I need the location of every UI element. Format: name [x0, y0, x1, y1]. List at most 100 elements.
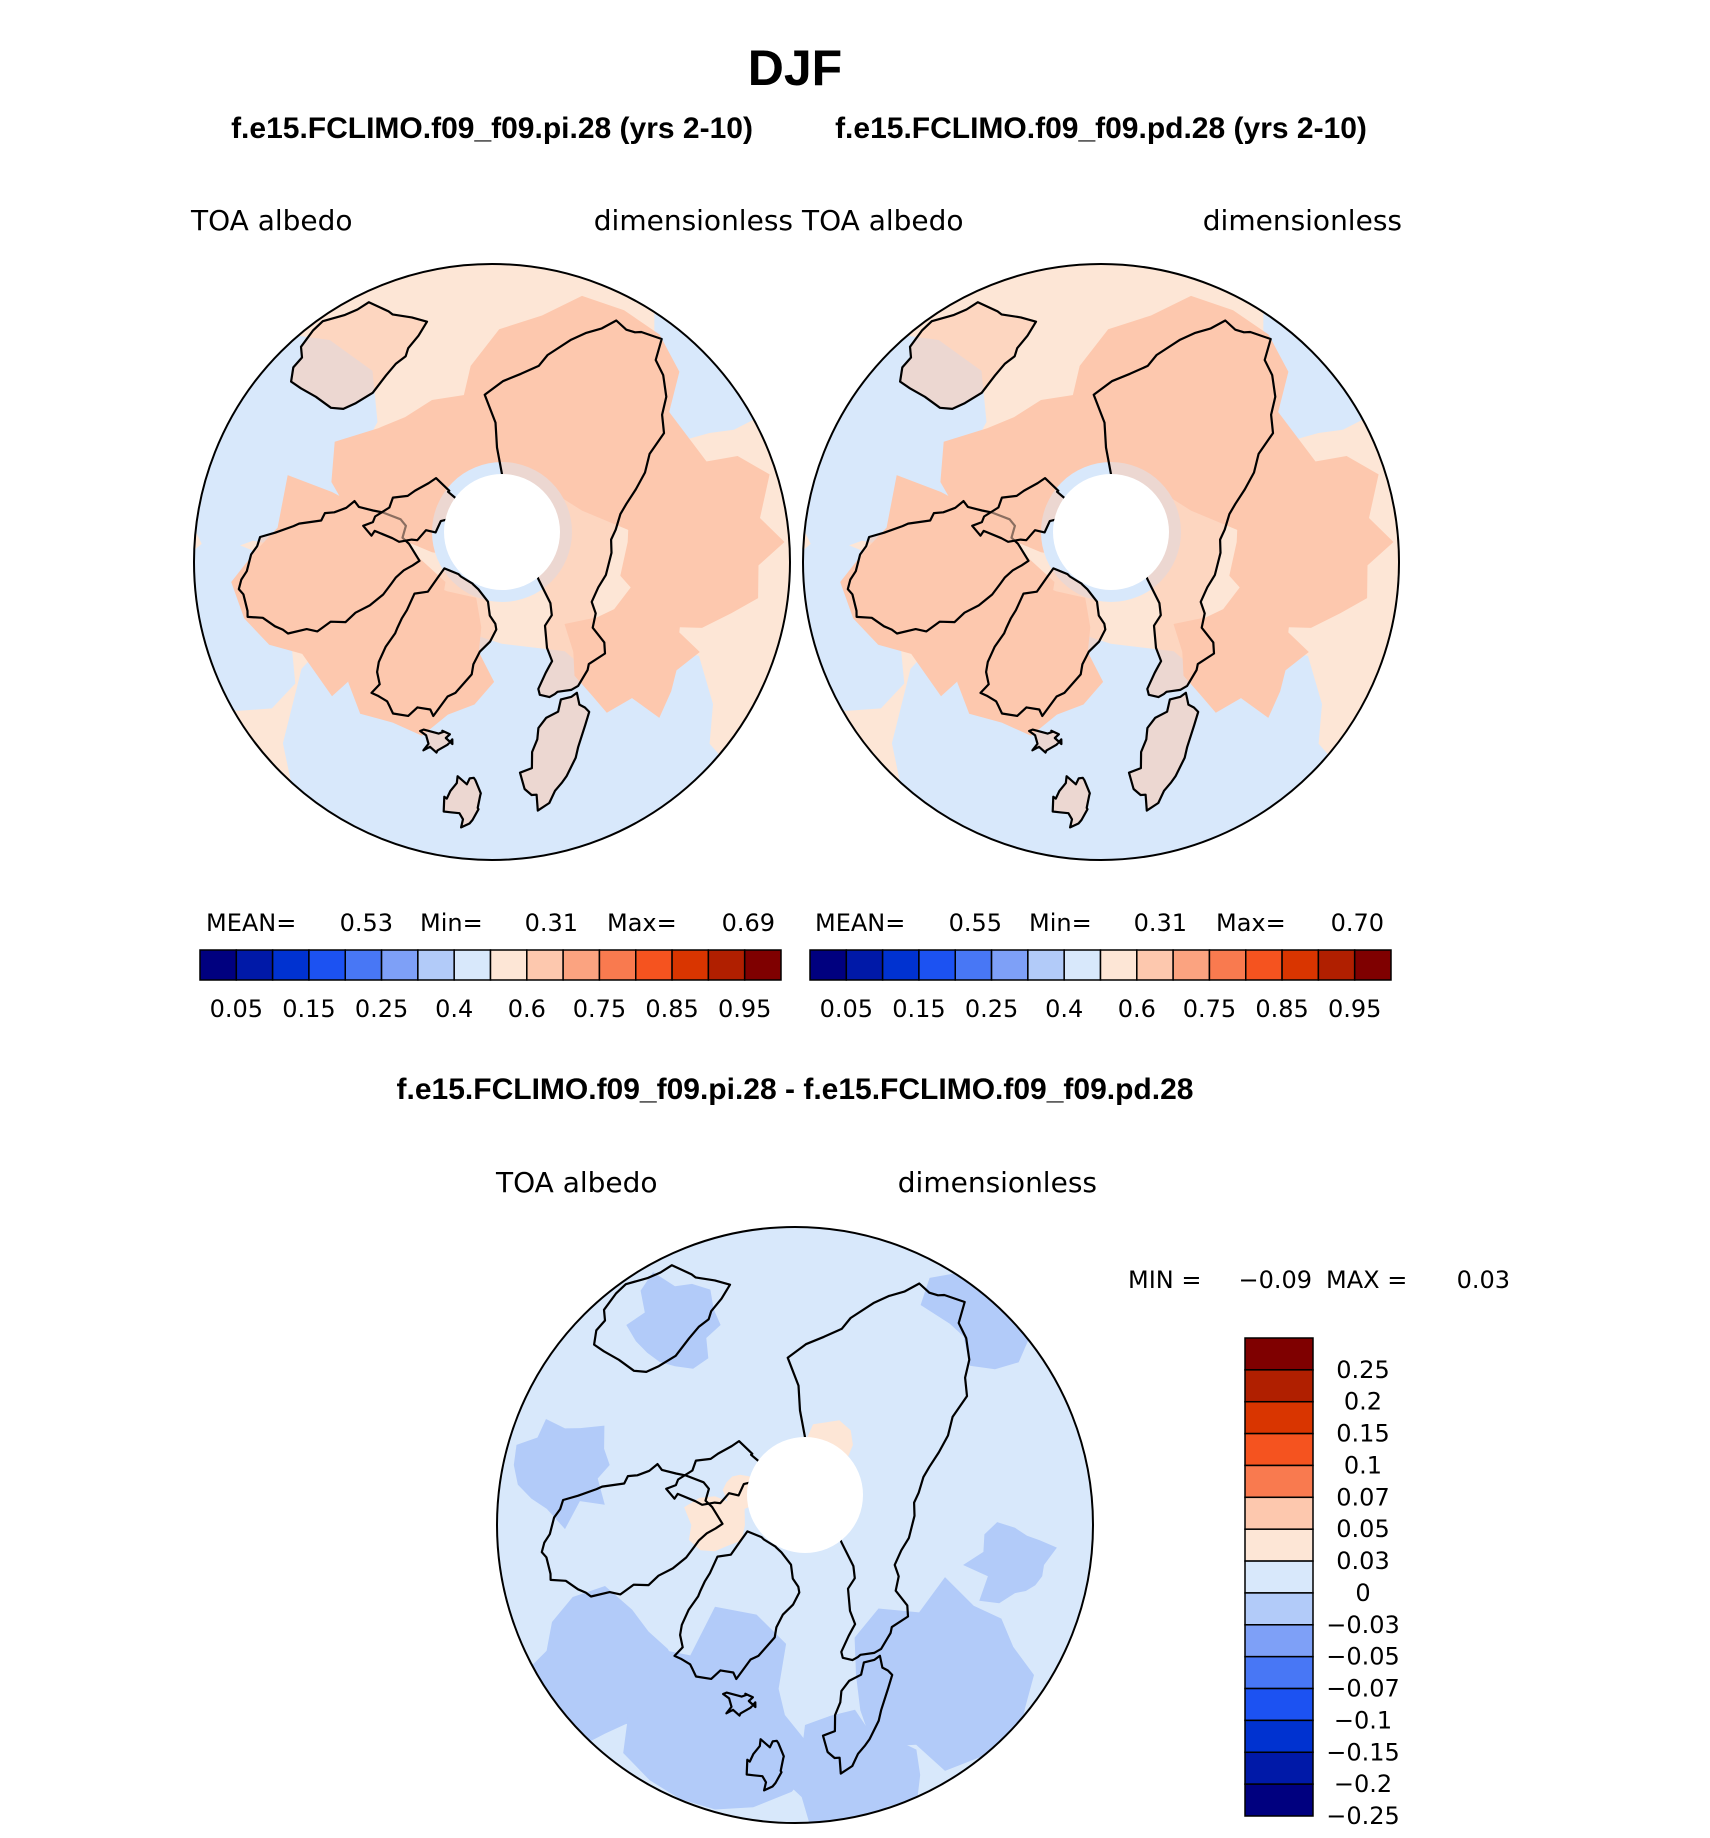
panel-1-max-label: Max=: [607, 909, 677, 937]
coastline-uk: [745, 1738, 785, 1792]
colorbar-swatch: [1244, 1369, 1314, 1403]
colorbar-swatch: [1281, 949, 1320, 981]
colorbar-tick-label: 0.75: [1183, 995, 1236, 1023]
panel-1-mean-value: 0.53: [340, 909, 393, 937]
colorbar-difference: 0.25 0.2 0.15 0.1 0.07 0.05 0.03 0 −0.03 −0.05 −0.…: [1244, 1337, 1400, 1830]
colorbar-swatch: [1244, 1496, 1314, 1530]
colorbar-swatch: [990, 949, 1029, 981]
colorbar-pi: 0.05 0.15 0.25 0.4 0.6 0.75 0.85 0.95: [199, 949, 782, 1023]
colorbar-swatch: [1244, 1560, 1314, 1594]
panel-3-units-label: dimensionless: [898, 1166, 1097, 1199]
panel-2-min-value: 0.31: [1134, 909, 1187, 937]
polar-data-gap: [1053, 474, 1169, 590]
colorbar-swatch: [1244, 1432, 1314, 1467]
colorbar-swatch: [1244, 1687, 1314, 1722]
panel-3-max-label: MAX =: [1326, 1266, 1407, 1294]
colorbar-tick-label: 0.15: [892, 995, 945, 1023]
colorbar-tick-label: 0.05: [1336, 1515, 1389, 1543]
colorbar-swatch: [743, 949, 782, 981]
coastline-canada: [237, 500, 421, 635]
colorbar-swatch: [1244, 1400, 1314, 1435]
colorbar-tick-label: 0.15: [1336, 1420, 1389, 1448]
colorbar-tick-label: 0.4: [435, 995, 473, 1023]
colorbar-swatch: [1244, 1624, 1314, 1658]
colorbar-swatch: [635, 949, 673, 981]
colorbar-swatch: [1244, 1783, 1314, 1817]
panel-2-units-label: dimensionless: [1203, 204, 1402, 237]
colorbar-swatch: [489, 949, 528, 981]
colorbar-tick-label: 0.1: [1344, 1451, 1382, 1479]
anomaly-cool-region: [963, 1522, 1057, 1604]
high-albedo-region: [1173, 585, 1309, 718]
colorbar-tick-label: 0.07: [1336, 1483, 1389, 1511]
anomaly-warm-region: [684, 1496, 745, 1552]
map-boundary: [802, 263, 1400, 861]
colorbar-swatch: [1317, 949, 1356, 981]
panel-1-min-label: Min=: [420, 909, 483, 937]
colorbar-swatch: [1244, 1592, 1314, 1626]
colorbar-tick-label: −0.25: [1326, 1802, 1400, 1830]
panel-2-max-label: Max=: [1216, 909, 1286, 937]
colorbar-tick-label: 0.05: [820, 995, 873, 1023]
coastline-arch: [971, 477, 1077, 543]
colorbar-swatch: [1099, 949, 1138, 981]
coastline-siberia: [1092, 319, 1277, 699]
colorbar-tick-label: 0.2: [1344, 1388, 1382, 1416]
colorbar-tick-label: 0.95: [718, 995, 771, 1023]
colorbar-tick-label: 0.85: [1255, 995, 1308, 1023]
panel-3-max-value: 0.03: [1457, 1266, 1510, 1294]
colorbar-swatch: [235, 949, 274, 981]
colorbar-swatch: [308, 949, 346, 981]
panel-3-min-label: MIN =: [1128, 1266, 1201, 1294]
colorbar-tick-label: 0: [1355, 1579, 1370, 1607]
coastline-iceland: [419, 728, 454, 754]
panel-2-variable-label: TOA albedo: [801, 204, 964, 237]
coastline-alaska: [290, 301, 429, 410]
colorbar-swatch: [1208, 949, 1247, 981]
colorbar-tick-label: 0.75: [573, 995, 626, 1023]
anomaly-cool-region: [623, 1606, 820, 1810]
colorbar-swatch: [845, 949, 884, 981]
colorbar-tick-label: 0.25: [1336, 1356, 1389, 1384]
coastline-arch: [362, 477, 468, 543]
coastline-greenland: [673, 1530, 801, 1681]
colorbar-swatch: [954, 949, 993, 981]
colorbar-tick-label: 0.85: [645, 995, 698, 1023]
colorbar-tick-label: 0.4: [1045, 995, 1083, 1023]
anomaly-cool-region: [854, 1577, 1034, 1771]
colorbar-swatch: [1244, 1719, 1314, 1754]
colorbar-tick-label: 0.6: [508, 995, 546, 1023]
colorbar-swatch: [1244, 1464, 1314, 1499]
map-boundary: [193, 263, 791, 861]
case-title-pd: f.e15.FCLIMO.f09_f09.pd.28 (yrs 2-10): [835, 112, 1367, 145]
coastline-alaska: [593, 1264, 732, 1373]
colorbar-swatch: [1244, 1337, 1314, 1371]
colorbar-swatch: [1244, 1528, 1314, 1562]
colorbar-swatch: [1244, 1655, 1314, 1690]
colorbar-swatch: [526, 949, 564, 981]
colorbar-swatch: [453, 949, 492, 981]
colorbar-swatch: [199, 949, 238, 981]
colorbar-swatch: [344, 949, 383, 981]
coastline-greenland: [370, 567, 498, 718]
coastline-siberia: [786, 1282, 971, 1662]
high-albedo-region: [564, 585, 700, 718]
colorbar-tick-label: 0.15: [282, 995, 335, 1023]
coastline-uk: [442, 775, 482, 829]
colorbar-tick-label: −0.2: [1334, 1770, 1392, 1798]
polar-map-difference: [496, 1226, 1094, 1824]
colorbar-swatch: [671, 949, 710, 981]
coastline-siberia: [483, 319, 668, 699]
colorbar-pd: 0.05 0.15 0.25 0.4 0.6 0.75 0.85 0.95: [809, 949, 1392, 1023]
panel-2-mean-value: 0.55: [949, 909, 1002, 937]
panel-1-mean-label: MEAN=: [206, 909, 296, 937]
panel-3-min-value: −0.09: [1238, 1266, 1312, 1294]
coastline-scandinavia: [821, 1654, 894, 1775]
coastline-arch: [665, 1440, 771, 1506]
colorbar-swatch: [1027, 949, 1065, 981]
colorbar-swatch: [1063, 949, 1102, 981]
case-title-pi: f.e15.FCLIMO.f09_f09.pi.28 (yrs 2-10): [231, 112, 753, 145]
colorbar-tick-label: −0.1: [1334, 1706, 1392, 1734]
panel-1-units-label: dimensionless: [594, 204, 793, 237]
